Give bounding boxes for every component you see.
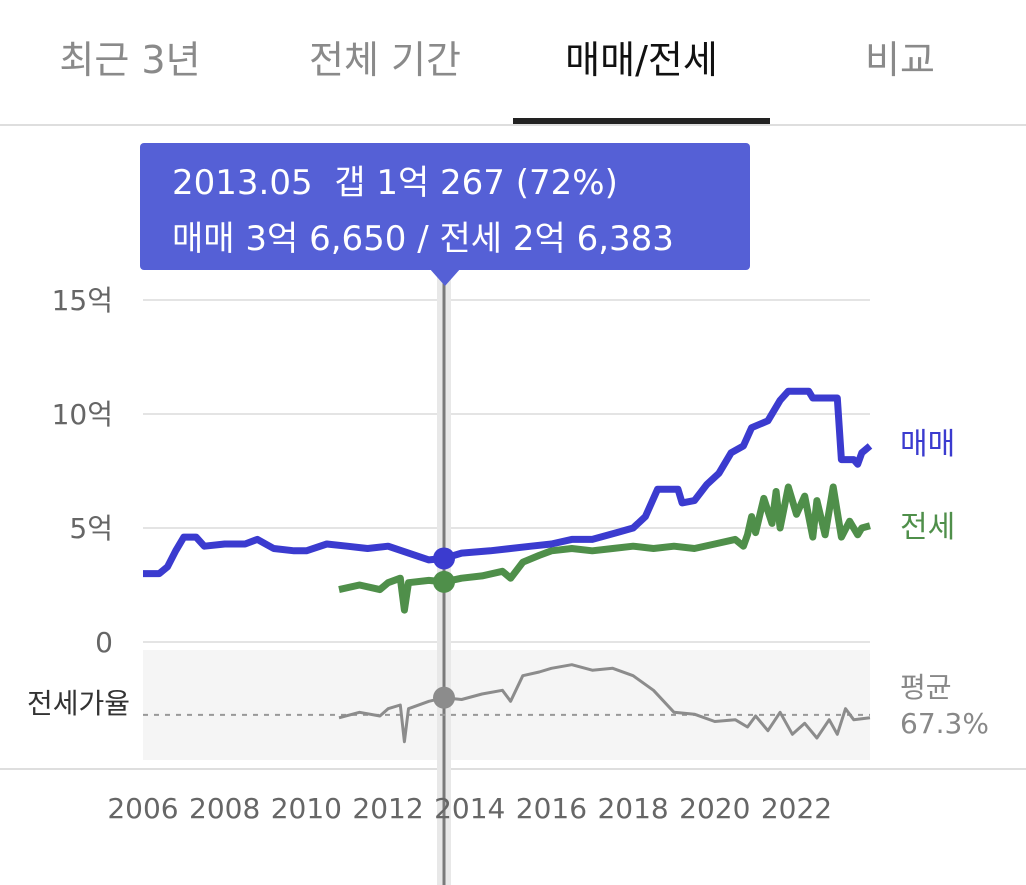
tooltip-line-2: 매매 3억 6,650 / 전세 2억 6,383 [172,219,674,259]
tab-bar: 최근 3년 전체 기간 매매/전세 비교 [0,0,1026,126]
series-jeonse-line [338,483,871,614]
y-axis-ticks: 0 5억 10억 15억 [52,284,113,659]
legend-sale: 매매 [900,427,955,462]
y-tick-label: 15억 [52,284,113,317]
x-tick-label: 2010 [271,792,342,825]
tab-sale-jeonse[interactable]: 매매/전세 [565,38,718,82]
x-tick-label: 2008 [189,792,260,825]
y-tick-label: 0 [95,626,113,659]
jeonse-selected-point [433,570,456,593]
ratio-average-label: 평균 [900,671,952,704]
x-tick-label: 2014 [434,792,505,825]
y-tick-label: 5억 [69,512,113,545]
tab-full-period[interactable]: 전체 기간 [309,38,461,82]
tooltip-pointer [429,268,461,286]
tab-recent-3-years[interactable]: 최근 3년 [59,38,201,82]
grid-lines [143,299,870,643]
chart-tooltip: 2013.05 갭 1억 267 (72%) 매매 3억 6,650 / 전세 … [140,143,750,270]
x-tick-label: 2018 [597,792,668,825]
tooltip-line-1: 2013.05 갭 1억 267 (72%) [172,155,750,211]
tooltip-date: 2013.05 [172,163,313,203]
ratio-axis-label: 전세가율 [27,687,130,720]
x-axis-ticks: 2006 2008 2010 2012 2014 2016 2018 2020 2022 [107,792,832,825]
x-tick-label: 2006 [107,792,178,825]
legend-jeonse: 전세 [900,510,955,545]
active-tab-indicator [513,118,770,124]
ratio-selected-point [433,686,456,709]
tab-compare[interactable]: 비교 [865,38,935,82]
x-tick-label: 2022 [761,792,832,825]
tooltip-gap: 갭 1억 267 (72%) [334,163,618,203]
x-tick-label: 2012 [352,792,423,825]
y-tick-label: 10억 [52,398,113,431]
series-sale-line [143,387,873,578]
ratio-band [143,650,870,760]
x-tick-label: 2016 [516,792,587,825]
series-ratio-line [338,663,871,744]
x-tick-label: 2020 [679,792,750,825]
sale-selected-point [433,547,456,570]
ratio-average-value: 67.3% [900,707,989,740]
